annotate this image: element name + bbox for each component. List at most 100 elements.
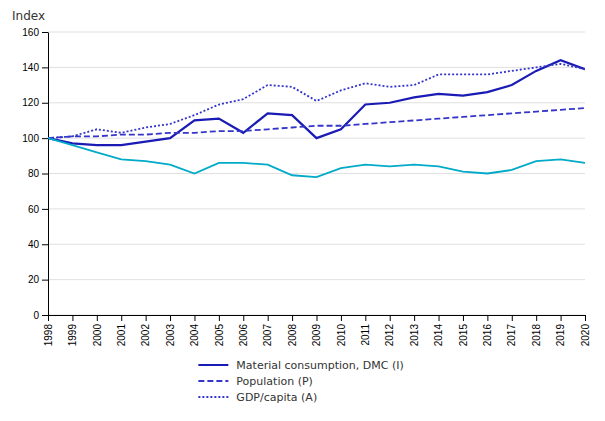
y-tick: 100: [22, 133, 48, 144]
y-axis-label: Index: [12, 9, 45, 23]
x-tick: 2015: [458, 315, 469, 346]
x-tick-label: 2005: [214, 324, 225, 347]
plot: 1998199920002001200220032004200520062007…: [22, 27, 590, 347]
x-tick: 2018: [531, 315, 542, 346]
legend-swatch: [198, 364, 228, 366]
x-tick-label: 2010: [336, 324, 347, 347]
x-tick: 2010: [336, 315, 347, 346]
y-tick: 20: [28, 274, 48, 285]
x-tick-label: 1998: [43, 324, 54, 347]
y-tick-label: 60: [28, 204, 40, 215]
grid-line: [48, 173, 585, 174]
x-tick-mark: [48, 315, 49, 321]
x-tick: 2012: [384, 315, 395, 346]
x-tick-label: 2001: [116, 324, 127, 347]
x-tick: 2001: [116, 315, 127, 346]
x-tick-label: 2009: [311, 324, 322, 347]
series-line: [48, 60, 585, 145]
series-line: [48, 64, 585, 138]
x-tick: 2009: [311, 315, 322, 346]
y-tick: 140: [22, 62, 48, 73]
x-tick-mark: [561, 315, 562, 321]
chart: 1998199920002001200220032004200520062007…: [0, 0, 605, 421]
y-tick-mark: [42, 67, 48, 68]
x-tick-mark: [72, 315, 73, 321]
x-tick-mark: [585, 315, 586, 321]
legend: Material consumption, DMC (I)Population …: [198, 359, 403, 404]
x-tick-mark: [463, 315, 464, 321]
x-tick-label: 2014: [433, 324, 444, 347]
x-tick: 2004: [189, 315, 200, 346]
y-tick: 160: [22, 27, 48, 38]
x-tick-label: 2000: [92, 324, 103, 347]
grid-line: [48, 279, 585, 280]
x-tick-mark: [487, 315, 488, 321]
grid-line: [48, 208, 585, 209]
y-tick-label: 0: [33, 310, 39, 321]
x-tick: 2006: [238, 315, 249, 346]
x-axis: 1998199920002001200220032004200520062007…: [43, 315, 591, 346]
y-tick-mark: [42, 209, 48, 210]
x-tick: 2005: [214, 315, 225, 346]
x-tick-label: 2020: [580, 324, 591, 347]
lines: [48, 60, 585, 177]
x-tick-mark: [170, 315, 171, 321]
x-tick: 2013: [409, 315, 420, 346]
y-tick-mark: [42, 138, 48, 139]
x-tick-label: 1999: [67, 324, 78, 347]
x-tick-label: 2013: [409, 324, 420, 347]
legend-swatch: [198, 396, 228, 398]
x-tick-mark: [512, 315, 513, 321]
x-tick-mark: [292, 315, 293, 321]
x-tick-label: 2006: [238, 324, 249, 347]
legend-label: GDP/capita (A): [236, 391, 317, 404]
x-tick: 2008: [287, 315, 298, 346]
x-tick: 2017: [506, 315, 517, 346]
y-tick-mark: [42, 280, 48, 281]
x-tick: 2019: [555, 315, 566, 346]
x-tick: 2000: [92, 315, 103, 346]
x-tick-mark: [243, 315, 244, 321]
legend-label: Population (P): [236, 375, 313, 388]
axis-line: [48, 33, 49, 316]
y-tick: 40: [28, 239, 48, 250]
x-tick-label: 2019: [555, 324, 566, 347]
x-tick-label: 2007: [262, 324, 273, 347]
x-tick-mark: [146, 315, 147, 321]
x-tick: 2014: [433, 315, 444, 346]
legend-item: Population (P): [198, 375, 313, 388]
x-tick: 1998: [43, 315, 54, 346]
grid-line: [48, 244, 585, 245]
y-axis: 020406080100120140160: [22, 27, 48, 321]
y-tick: 80: [28, 168, 48, 179]
y-tick-label: 40: [28, 239, 40, 250]
x-tick-mark: [121, 315, 122, 321]
x-tick: 2002: [140, 315, 151, 346]
y-tick-label: 160: [22, 27, 39, 38]
y-tick-label: 100: [22, 133, 39, 144]
x-tick-label: 2016: [482, 324, 493, 347]
x-tick-mark: [268, 315, 269, 321]
y-tick-label: 20: [28, 274, 40, 285]
x-tick-label: 2015: [458, 324, 469, 347]
grid-line: [48, 32, 585, 33]
x-tick-label: 2018: [531, 324, 542, 347]
grid-line: [48, 102, 585, 103]
x-tick-label: 2004: [189, 324, 200, 347]
y-tick-label: 140: [22, 62, 39, 73]
x-tick-mark: [97, 315, 98, 321]
x-tick-mark: [365, 315, 366, 321]
x-tick-mark: [439, 315, 440, 321]
x-tick-mark: [317, 315, 318, 321]
grid-line: [48, 67, 585, 68]
x-tick-label: 2012: [384, 324, 395, 347]
y-tick-mark: [42, 103, 48, 104]
series-line: [48, 138, 585, 177]
x-tick-mark: [536, 315, 537, 321]
y-tick-mark: [42, 315, 48, 316]
x-tick-label: 2002: [140, 324, 151, 347]
x-tick-label: 2008: [287, 324, 298, 347]
y-tick: 0: [33, 310, 48, 321]
legend-swatch: [198, 380, 228, 382]
x-tick-mark: [194, 315, 195, 321]
